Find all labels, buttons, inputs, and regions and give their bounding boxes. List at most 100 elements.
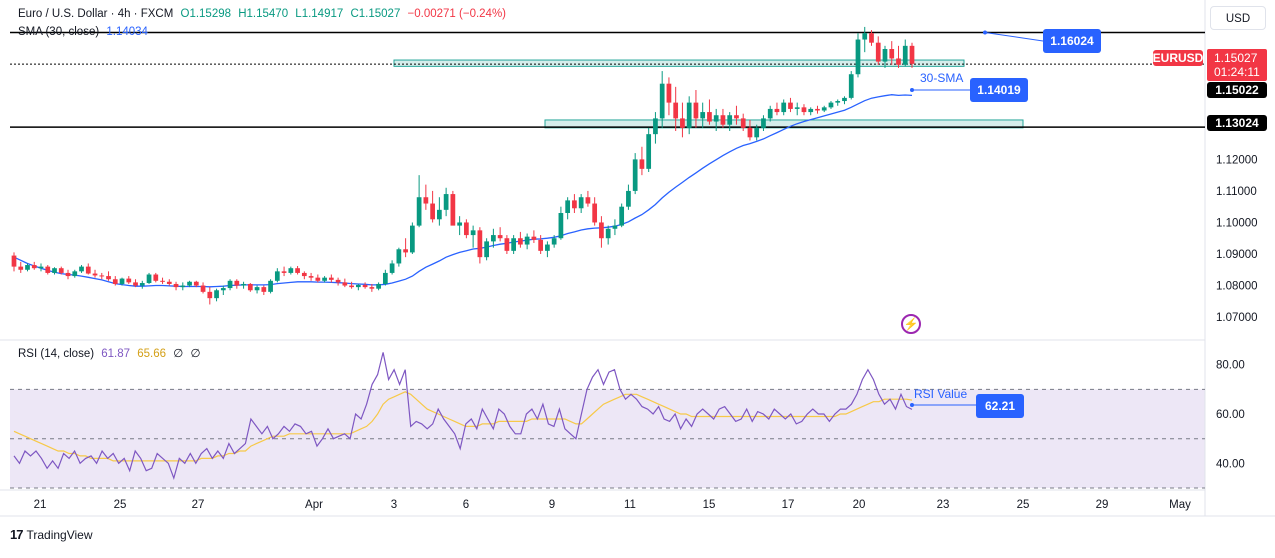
candle-body[interactable]: [531, 236, 537, 240]
candle-body[interactable]: [686, 102, 692, 128]
candle-body[interactable]: [855, 39, 861, 75]
candle-body[interactable]: [349, 285, 354, 288]
tradingview-footer[interactable]: 17 TradingView: [10, 527, 93, 542]
candle-body[interactable]: [409, 225, 415, 253]
candle-body[interactable]: [713, 115, 719, 122]
rsi-ma-line[interactable]: [13, 391, 913, 462]
candle-body[interactable]: [376, 283, 381, 289]
candle-body[interactable]: [160, 280, 165, 282]
candle-body[interactable]: [612, 225, 618, 229]
candle-body[interactable]: [268, 280, 273, 292]
candle-body[interactable]: [146, 274, 152, 284]
candle-body[interactable]: [653, 118, 658, 135]
candle-body[interactable]: [464, 222, 469, 236]
candle-body[interactable]: [767, 108, 773, 119]
candle-body[interactable]: [808, 108, 814, 113]
candle-body[interactable]: [342, 282, 348, 286]
candle-body[interactable]: [774, 108, 780, 113]
candle-body[interactable]: [518, 238, 523, 245]
candle-body[interactable]: [788, 102, 793, 109]
candle-body[interactable]: [457, 222, 462, 226]
candle-body[interactable]: [720, 115, 726, 125]
candle-body[interactable]: [65, 272, 71, 277]
candle-body[interactable]: [882, 49, 888, 62]
candle-body[interactable]: [815, 108, 820, 111]
sma-callout[interactable]: [970, 78, 1028, 102]
candle-body[interactable]: [659, 83, 665, 119]
candle-body[interactable]: [430, 203, 435, 220]
candle-body[interactable]: [875, 42, 881, 62]
candle-body[interactable]: [308, 276, 314, 278]
candle-body[interactable]: [241, 283, 246, 286]
candle-body[interactable]: [423, 197, 429, 204]
candle-body[interactable]: [538, 239, 544, 251]
candle-body[interactable]: [72, 271, 78, 277]
candle-body[interactable]: [153, 274, 159, 281]
candle-body[interactable]: [295, 268, 300, 273]
candle-body[interactable]: [869, 33, 874, 43]
candle-body[interactable]: [747, 127, 753, 138]
candle-body[interactable]: [504, 238, 510, 251]
candle-body[interactable]: [497, 235, 503, 239]
candle-body[interactable]: [781, 102, 787, 113]
candle-body[interactable]: [58, 268, 64, 273]
candle-body[interactable]: [25, 265, 30, 270]
candle-body[interactable]: [369, 287, 375, 289]
candle-body[interactable]: [382, 272, 388, 284]
candle-body[interactable]: [585, 197, 591, 204]
candle-body[interactable]: [227, 280, 233, 289]
candle-body[interactable]: [126, 278, 132, 283]
candle-body[interactable]: [450, 194, 456, 226]
candle-body[interactable]: [396, 249, 402, 264]
last-price-label[interactable]: [1207, 49, 1267, 81]
candle-body[interactable]: [31, 265, 37, 269]
candle-body[interactable]: [166, 281, 172, 284]
candle-body[interactable]: [173, 283, 179, 288]
candle-body[interactable]: [740, 118, 746, 128]
candle-body[interactable]: [92, 273, 98, 276]
candle-body[interactable]: [207, 291, 213, 299]
candle-body[interactable]: [761, 118, 766, 128]
candle-body[interactable]: [626, 190, 631, 207]
candle-body[interactable]: [707, 112, 712, 122]
candle-body[interactable]: [85, 266, 91, 274]
candle-body[interactable]: [524, 236, 530, 245]
candle-body[interactable]: [828, 102, 834, 108]
candle-body[interactable]: [700, 112, 706, 119]
candle-body[interactable]: [619, 206, 625, 226]
candle-body[interactable]: [281, 271, 287, 273]
candle-body[interactable]: [214, 290, 219, 299]
candle-body[interactable]: [315, 277, 321, 281]
candle-body[interactable]: [565, 200, 571, 213]
candle-body[interactable]: [862, 33, 868, 40]
candle-body[interactable]: [794, 107, 800, 109]
candle-body[interactable]: [673, 102, 679, 119]
candle-body[interactable]: [38, 266, 44, 269]
rsi-line[interactable]: [13, 352, 913, 481]
candle-body[interactable]: [403, 249, 408, 253]
candle-body[interactable]: [416, 197, 422, 226]
candle-body[interactable]: [389, 263, 395, 273]
level-1-label[interactable]: [1207, 82, 1267, 98]
candle-body[interactable]: [45, 266, 51, 273]
support-resistance-zone[interactable]: [544, 119, 1024, 129]
candle-body[interactable]: [727, 115, 733, 125]
candle-body[interactable]: [288, 268, 294, 273]
candle-body[interactable]: [896, 58, 901, 65]
candle-body[interactable]: [902, 45, 908, 65]
candle-body[interactable]: [112, 279, 118, 284]
candle-body[interactable]: [680, 118, 685, 128]
symbol-price-label[interactable]: [1153, 50, 1203, 66]
candle-body[interactable]: [572, 200, 577, 209]
candle-body[interactable]: [355, 284, 361, 288]
candle-body[interactable]: [362, 284, 368, 288]
candle-body[interactable]: [187, 281, 192, 286]
candle-body[interactable]: [909, 45, 915, 64]
candle-body[interactable]: [220, 288, 226, 291]
candle-body[interactable]: [578, 197, 584, 209]
currency-button[interactable]: USD: [1210, 6, 1266, 30]
candle-body[interactable]: [592, 203, 598, 223]
rsi-legend[interactable]: RSI (14, close) 61.87 65.66 ∅ ∅: [18, 346, 201, 360]
candle-body[interactable]: [193, 281, 199, 286]
candle-body[interactable]: [491, 235, 496, 242]
